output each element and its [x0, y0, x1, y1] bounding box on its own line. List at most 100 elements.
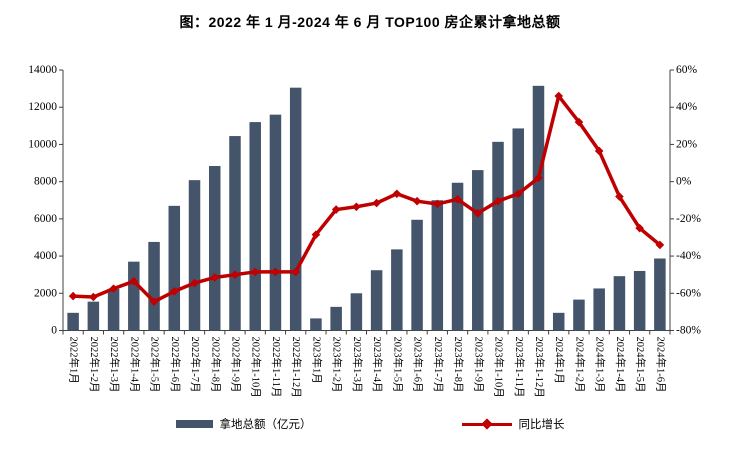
x-axis-label: 2023年1-4月	[371, 337, 384, 393]
line-marker	[169, 287, 179, 296]
bar	[249, 122, 261, 331]
left-axis-tick-label: 6000	[34, 213, 57, 225]
x-axis-label: 2023年1-6月	[412, 337, 425, 393]
bar	[532, 85, 545, 331]
bar-swatch-icon	[175, 420, 213, 428]
line-marker	[554, 91, 564, 101]
x-axis-label: 2022年1-6月	[169, 337, 182, 393]
x-axis-label: 2024年1-3月	[594, 337, 607, 393]
legend-item-bars: 拿地总额（亿元）	[175, 416, 312, 432]
bar	[330, 306, 342, 331]
line-marker	[635, 223, 644, 233]
x-axis-label: 2023年1-10月	[493, 337, 506, 398]
bar	[269, 114, 282, 331]
bar	[512, 128, 524, 331]
bar	[188, 180, 201, 331]
bar	[391, 249, 403, 331]
bar	[209, 166, 221, 331]
x-axis-label: 2022年1-11月	[270, 337, 283, 398]
left-axis-tick-label: 0	[51, 325, 57, 337]
line-marker	[190, 278, 199, 288]
line-marker	[513, 189, 523, 199]
line-marker	[129, 276, 139, 286]
bar	[148, 241, 160, 331]
bar	[87, 301, 100, 331]
right-axis-tick-label: 20%	[676, 138, 698, 150]
x-axis-label: 2022年1月	[68, 337, 81, 384]
line-marker	[574, 117, 584, 127]
x-axis-label: 2023年1月	[310, 337, 323, 384]
x-axis-label: 2024年1月	[553, 337, 566, 384]
x-axis-label: 2023年1-12月	[533, 337, 546, 398]
bar	[128, 261, 140, 331]
legend-label-bars: 拿地总额（亿元）	[219, 419, 312, 431]
line-marker	[473, 208, 483, 218]
left-axis-tick-label: 10000	[28, 138, 57, 150]
line-marker	[655, 240, 665, 250]
x-axis-label: 2024年1-4月	[614, 337, 627, 393]
line-marker	[372, 198, 381, 208]
right-axis-tick-label: -60%	[676, 287, 701, 299]
chart-title: 图：2022 年 1 月-2024 年 6 月 TOP100 房企累计拿地总额	[179, 14, 561, 30]
bar	[107, 288, 120, 331]
line-marker	[352, 202, 361, 212]
bar	[370, 270, 383, 331]
x-axis-label: 2023年1-3月	[351, 337, 364, 393]
x-axis-label: 2022年1-3月	[108, 337, 121, 393]
bar	[411, 219, 423, 331]
line-marker	[615, 192, 624, 201]
line-marker	[149, 297, 159, 306]
x-axis-label: 2022年1-10月	[250, 337, 263, 398]
x-axis-label: 2022年1-4月	[128, 337, 141, 393]
bar	[472, 170, 484, 331]
x-axis-label: 2023年1-5月	[391, 337, 404, 393]
left-axis-tick-label: 14000	[28, 64, 57, 76]
x-axis-label: 2022年1-2月	[88, 337, 101, 393]
line-marker	[271, 267, 280, 277]
line-marker	[250, 267, 260, 277]
line-marker	[594, 146, 604, 156]
bar	[350, 293, 363, 331]
line-marker	[412, 196, 422, 206]
right-axis-tick-label: 60%	[676, 64, 698, 76]
bar	[593, 288, 605, 331]
line-marker	[311, 230, 321, 239]
x-axis-label: 2022年1-5月	[149, 337, 162, 393]
x-axis-label: 2024年1-5月	[634, 337, 647, 393]
left-axis-tick-label: 12000	[28, 101, 57, 113]
right-axis-tick-label: -20%	[676, 213, 701, 225]
line-marker	[392, 189, 402, 199]
x-axis-label: 2023年1-7月	[432, 337, 445, 393]
bar	[289, 87, 302, 331]
bar	[654, 258, 666, 331]
trend-line	[71, 94, 662, 304]
legend-label-line: 同比增长	[518, 419, 565, 431]
x-axis-label: 2022年1-7月	[189, 337, 202, 393]
bar	[67, 312, 79, 331]
line-marker	[210, 273, 220, 282]
x-axis-label: 2023年1-9月	[472, 337, 485, 393]
line-marker	[331, 205, 341, 214]
left-axis-tick-label: 2000	[34, 287, 57, 299]
right-axis-tick-label: -80%	[676, 325, 701, 337]
line-marker	[534, 173, 543, 183]
x-axis-label: 2023年1-2月	[331, 337, 344, 393]
x-axis-label: 2022年1-8月	[209, 337, 222, 393]
legend: 拿地总额（亿元） 同比增长	[0, 416, 740, 432]
x-axis-label: 2024年1-6月	[654, 337, 667, 393]
legend-item-line: 同比增长	[461, 416, 565, 432]
right-axis-tick-label: -40%	[676, 250, 701, 262]
bar	[431, 200, 444, 331]
line-marker	[433, 199, 442, 209]
x-axis-label: 2022年1-9月	[229, 337, 242, 393]
line-swatch-icon	[461, 417, 512, 430]
line-marker	[68, 291, 78, 301]
left-axis-tick-label: 8000	[34, 176, 57, 188]
bar	[552, 312, 565, 331]
bar	[451, 182, 464, 331]
bar	[573, 299, 585, 331]
line-marker	[230, 270, 240, 279]
line-marker	[109, 284, 118, 293]
